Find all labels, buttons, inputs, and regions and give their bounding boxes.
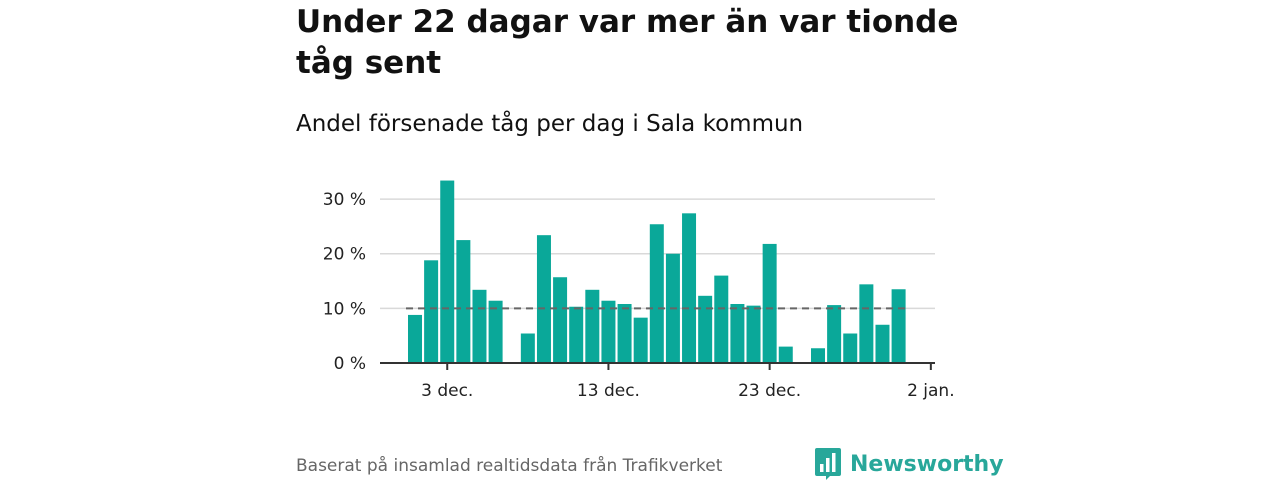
bar — [601, 300, 616, 363]
bar — [682, 213, 697, 363]
x-tick-label: 23 dec. — [738, 381, 801, 401]
chart-title: Under 22 dagar var mer än var tionde tåg… — [296, 4, 959, 81]
bar — [762, 243, 777, 363]
x-tick-label: 3 dec. — [421, 381, 473, 401]
y-axis-ticks: 0 % 10 % 20 % 30 % — [323, 190, 366, 374]
bar — [778, 346, 793, 363]
bar — [424, 260, 439, 363]
y-tick-label: 30 % — [323, 190, 366, 210]
newsworthy-logo-icon — [815, 448, 841, 480]
bar — [714, 275, 729, 363]
bar — [488, 300, 503, 363]
bar — [698, 295, 713, 363]
bar — [827, 305, 842, 363]
bar — [891, 289, 906, 363]
bar — [585, 289, 600, 363]
bar — [472, 289, 487, 363]
logo-bar — [826, 458, 830, 472]
y-tick-label: 10 % — [323, 299, 366, 319]
x-tick-label: 13 dec. — [577, 381, 640, 401]
source-note: Baserat på insamlad realtidsdata från Tr… — [296, 456, 723, 476]
bar — [811, 348, 825, 363]
x-axis-ticks: 3 dec. 13 dec. 23 dec. 2 jan. — [421, 363, 955, 401]
bar — [633, 317, 648, 363]
bar — [730, 304, 745, 363]
bar — [456, 240, 471, 363]
bar — [617, 304, 632, 363]
bars — [408, 180, 906, 363]
bar — [408, 314, 422, 363]
bar — [843, 333, 858, 363]
bar — [569, 306, 584, 363]
chart-card: Under 22 dagar var mer än var tionde tåg… — [296, 0, 1004, 480]
bar — [520, 333, 535, 363]
bar-chart: 0 % 10 % 20 % 30 % 3 dec. 13 dec. 23 dec. 2 ja… — [323, 180, 955, 401]
logo-bar — [820, 464, 824, 472]
bar — [536, 235, 551, 363]
y-tick-label: 0 % — [334, 354, 366, 374]
bar — [440, 180, 455, 363]
chart-subtitle: Andel försenade tåg per dag i Sala kommu… — [296, 111, 804, 137]
bar — [649, 224, 664, 363]
logo-bar — [832, 453, 836, 472]
bar — [746, 305, 761, 363]
bar — [875, 324, 890, 363]
bar — [553, 277, 568, 363]
bar — [859, 284, 874, 363]
y-tick-label: 20 % — [323, 245, 366, 265]
brand-logo[interactable]: Newsworthy — [814, 447, 1004, 481]
brand-name: Newsworthy — [850, 451, 1004, 477]
x-tick-label: 2 jan. — [907, 381, 955, 401]
